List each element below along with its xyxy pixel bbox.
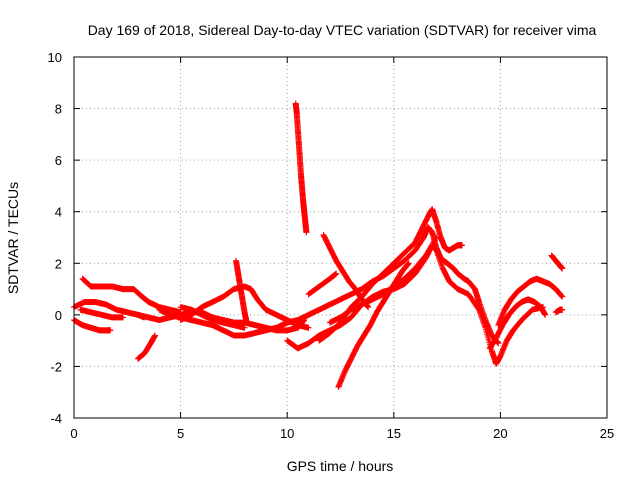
x-tick-label: 5: [177, 426, 184, 441]
data-point: [559, 306, 566, 313]
series-arc-h: [177, 283, 312, 331]
data-point: [433, 234, 440, 241]
series-arc-i: [177, 304, 248, 331]
series-arc-v: [552, 306, 566, 316]
y-tick-label: 10: [48, 50, 62, 65]
y-tick-label: 0: [55, 308, 62, 323]
series-arc-b: [71, 317, 114, 334]
series-arc-e: [134, 332, 159, 362]
plot-frame: [73, 56, 608, 419]
x-axis: 0 5 10 15 20 25: [70, 57, 614, 441]
data-points: [71, 100, 566, 391]
y-tick-label: 6: [55, 153, 62, 168]
data-point: [559, 265, 566, 272]
grid: [74, 57, 607, 418]
series-arc-j: [233, 257, 250, 326]
data-point: [107, 327, 114, 334]
series-arc-k: [292, 100, 310, 236]
series-arc-m: [305, 270, 340, 298]
series-arc-d: [77, 306, 127, 321]
series-arc-s: [486, 296, 549, 352]
series-arc-u: [548, 252, 566, 272]
y-tick-label: 4: [55, 205, 62, 220]
data-point: [241, 324, 248, 331]
series-arc-t: [495, 275, 566, 329]
series-arc-r: [326, 234, 440, 326]
y-tick-label: 8: [55, 102, 62, 117]
data-point: [333, 270, 340, 277]
series-arc-c: [79, 275, 184, 316]
data-point: [303, 229, 310, 236]
data-point: [120, 314, 127, 321]
series-arc-p: [316, 206, 466, 344]
data-point: [365, 304, 372, 311]
y-tick-label: -4: [50, 411, 62, 426]
data-point: [305, 324, 312, 331]
data-point: [432, 235, 439, 242]
chart-title: Day 169 of 2018, Sidereal Day-to-day VTE…: [88, 22, 597, 38]
data-point: [459, 242, 466, 249]
x-tick-label: 10: [280, 426, 294, 441]
data-point: [542, 311, 549, 318]
y-tick-label: -2: [50, 359, 62, 374]
data-point: [559, 293, 566, 300]
x-tick-label: 25: [600, 426, 614, 441]
y-axis-label: SDTVAR / TECUs: [5, 182, 21, 294]
data-point: [243, 319, 250, 326]
data-point: [152, 332, 159, 339]
x-tick-label: 0: [70, 426, 77, 441]
x-axis-label: GPS time / hours: [287, 458, 394, 474]
data-point: [495, 340, 502, 347]
x-tick-label: 15: [387, 426, 401, 441]
x-tick-label: 20: [493, 426, 507, 441]
y-tick-label: 2: [55, 256, 62, 271]
data-point: [405, 260, 412, 267]
y-axis: -4 -2 0 2 4 6 8 10: [48, 50, 607, 426]
